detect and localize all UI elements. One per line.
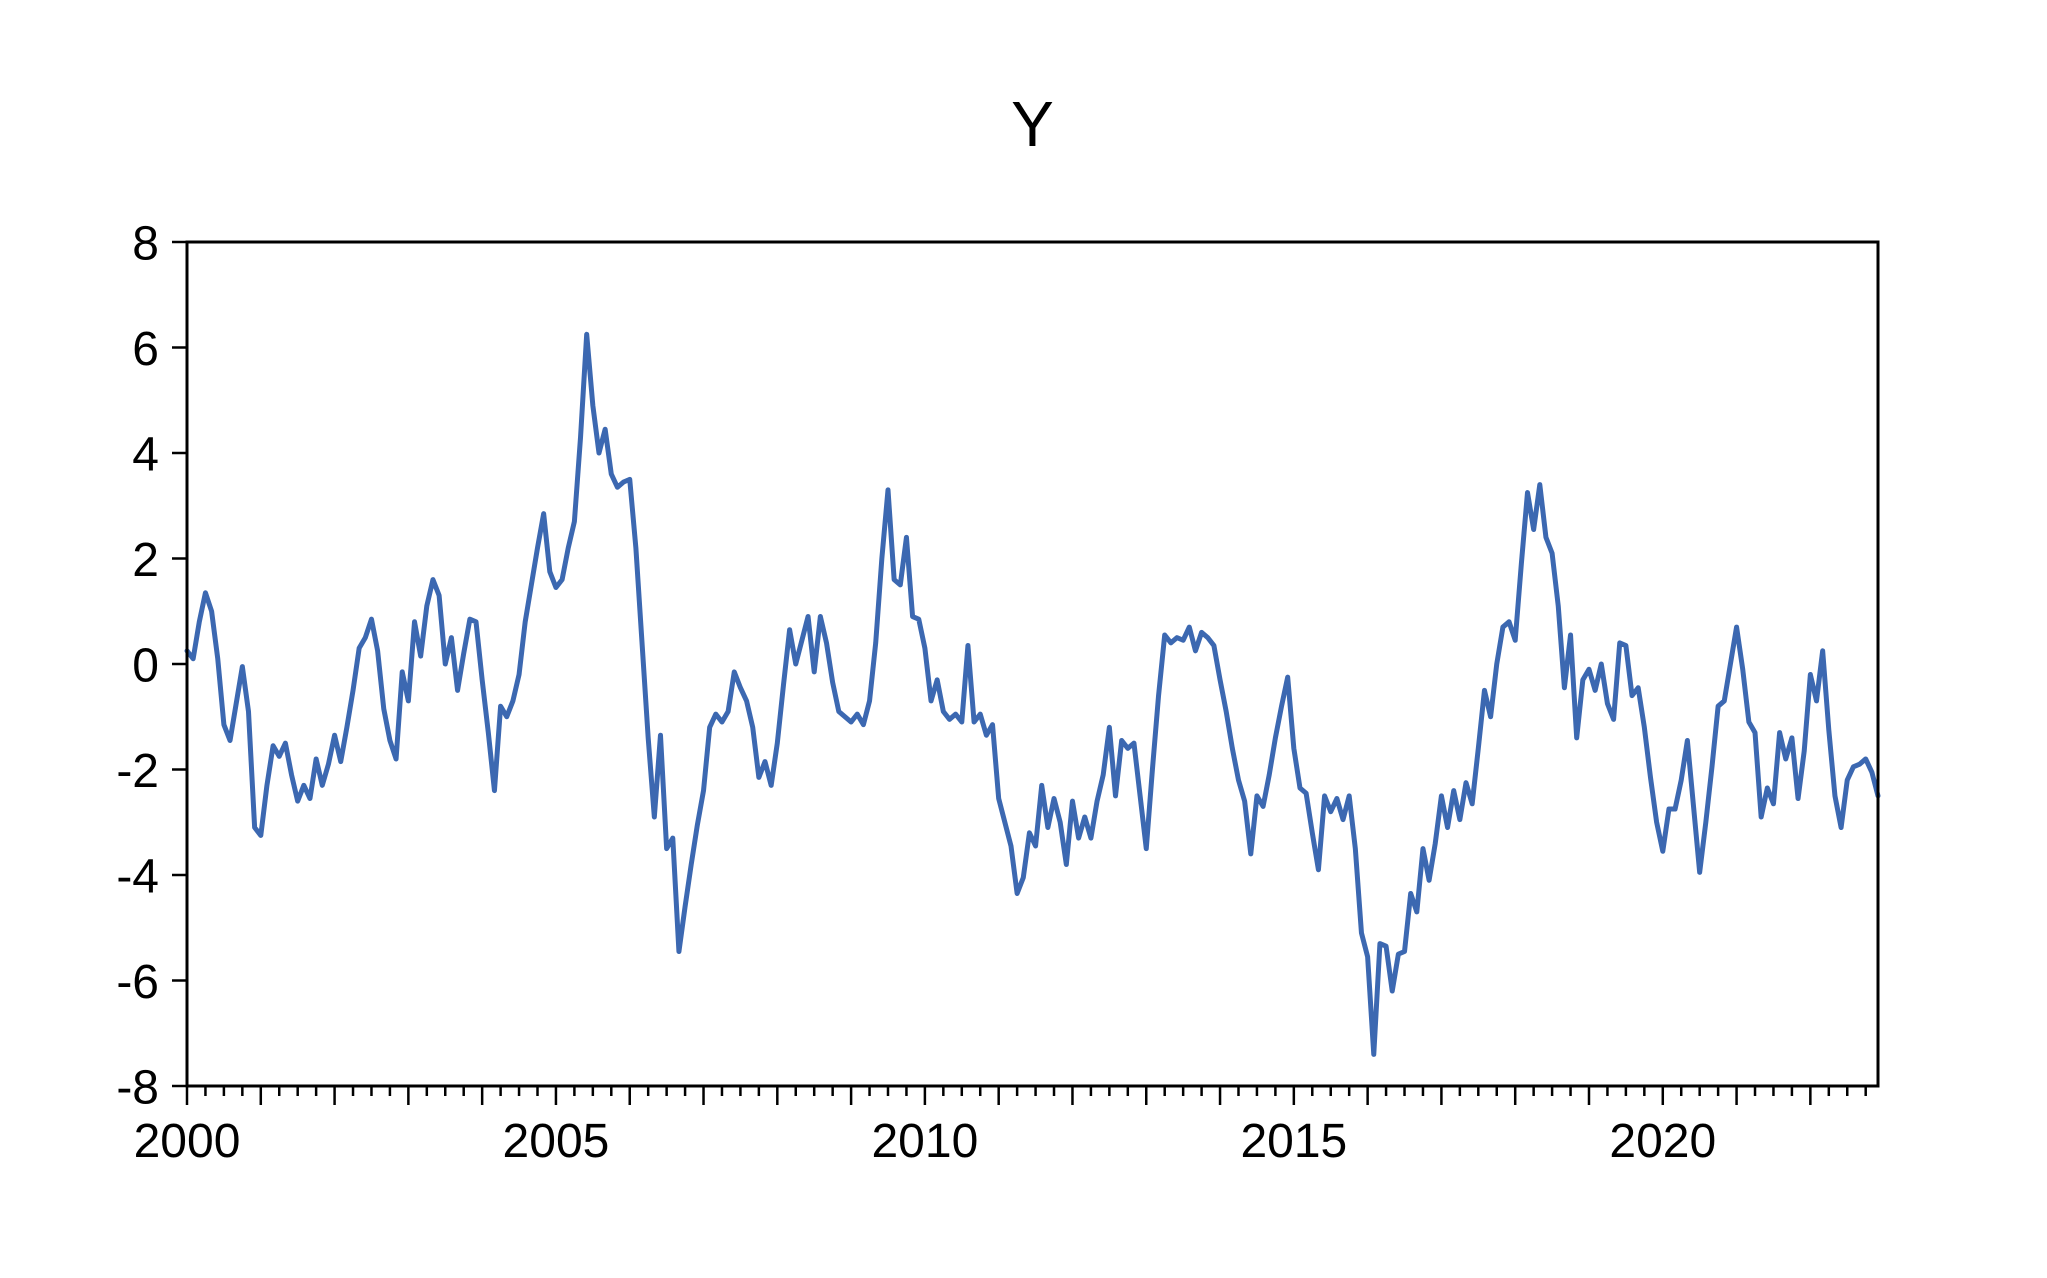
y-tick-label: -8 bbox=[116, 1061, 159, 1114]
chart-title: Y bbox=[1011, 88, 1054, 160]
series-line-Y bbox=[184, 331, 1881, 1057]
y-tick-label: 4 bbox=[132, 428, 159, 481]
x-tick-label: 2015 bbox=[1240, 1115, 1347, 1168]
x-tick-label: 2020 bbox=[1609, 1115, 1716, 1168]
y-tick-label: -4 bbox=[116, 850, 159, 903]
y-tick-label: 2 bbox=[132, 534, 159, 587]
x-tick-label: 2010 bbox=[871, 1115, 978, 1168]
y-tick-label: 6 bbox=[132, 323, 159, 376]
y-tick-label: -2 bbox=[116, 745, 159, 798]
y-tick-label: 0 bbox=[132, 639, 159, 692]
y-tick-label: 8 bbox=[132, 217, 159, 270]
plot-frame bbox=[185, 240, 1880, 1088]
y-tick-label: -6 bbox=[116, 956, 159, 1009]
x-tick-label: 2005 bbox=[503, 1115, 610, 1168]
x-tick-label: 2000 bbox=[134, 1115, 241, 1168]
